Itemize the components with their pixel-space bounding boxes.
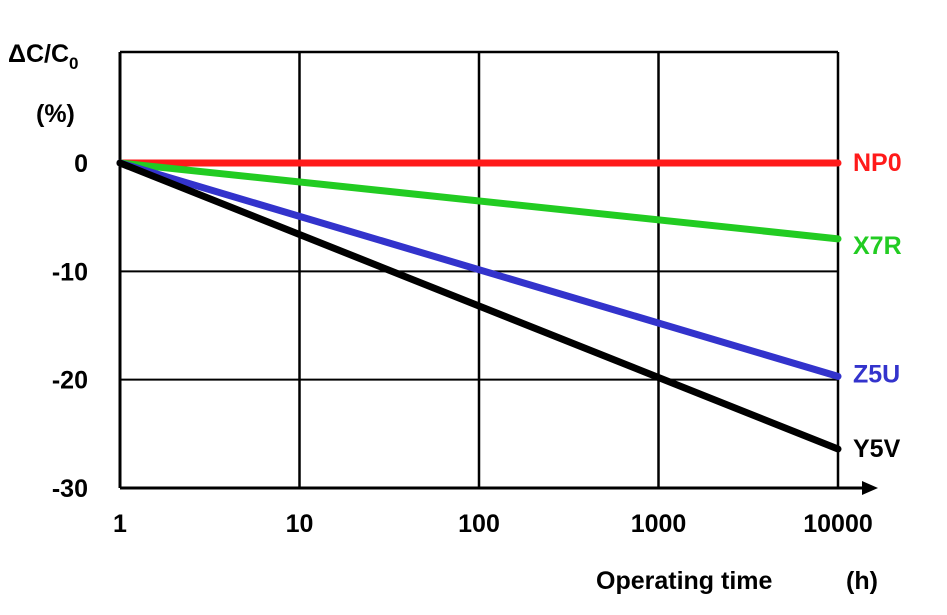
x-tick-label: 100 bbox=[458, 510, 500, 538]
y-axis-unit: (%) bbox=[36, 100, 75, 128]
series-line-x7r bbox=[116, 159, 842, 243]
series-label-z5u: Z5U bbox=[853, 360, 900, 388]
y-tick-label: -30 bbox=[52, 475, 88, 503]
x-tick-label: 10 bbox=[286, 510, 314, 538]
y-tick-label: -20 bbox=[52, 367, 88, 395]
x-axis-arrowhead bbox=[862, 481, 878, 495]
x-tick-label: 10000 bbox=[803, 510, 873, 538]
x-tick-label: 1 bbox=[113, 510, 127, 538]
series-line-z5u bbox=[116, 159, 842, 380]
series-labels: NP0 X7R Z5U Y5V bbox=[853, 149, 902, 463]
x-axis-label: Operating time bbox=[596, 567, 773, 595]
tick-labels: 1 10 100 1000 10000 0 -10 -20 -30 bbox=[52, 150, 873, 538]
y-tick-label: 0 bbox=[74, 150, 88, 178]
x-axis-unit: (h) bbox=[846, 567, 878, 595]
axes bbox=[118, 52, 878, 495]
series-line-y5v bbox=[116, 159, 842, 453]
series-label-np0: NP0 bbox=[853, 149, 902, 177]
y-axis-label: ΔC/C0 bbox=[8, 40, 79, 73]
series-lines bbox=[116, 159, 842, 453]
series-label-x7r: X7R bbox=[853, 232, 902, 260]
x-tick-label: 1000 bbox=[631, 510, 687, 538]
series-label-y5v: Y5V bbox=[853, 435, 901, 463]
y-tick-label: -10 bbox=[52, 258, 88, 286]
